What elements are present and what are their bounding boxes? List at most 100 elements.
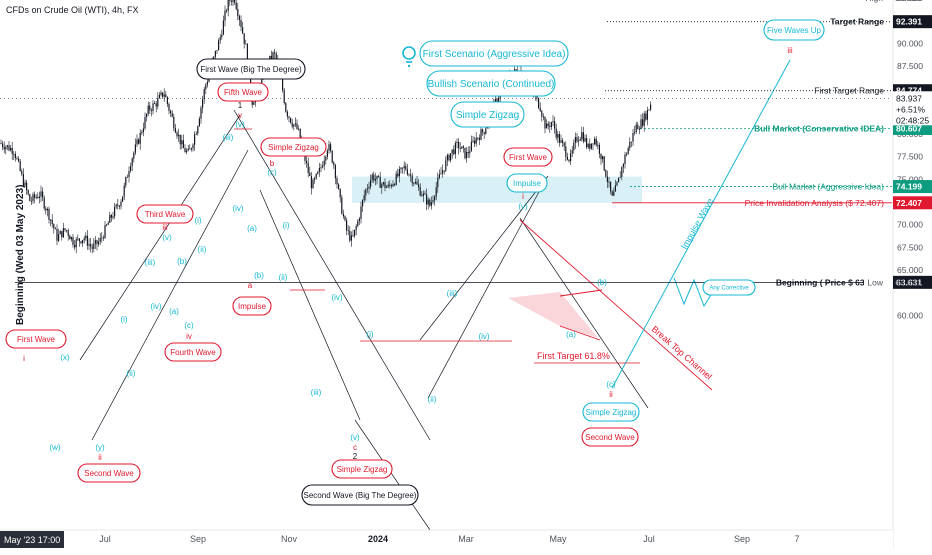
candle-body: [642, 119, 644, 126]
candle-body: [42, 191, 44, 198]
candle-body: [389, 184, 391, 186]
annotation-box-fourth-wave: [164, 342, 222, 362]
candle-body: [94, 240, 96, 244]
wave-label: i: [23, 354, 25, 363]
price-tag-value: 74.199: [896, 182, 922, 192]
wave-label: (iii): [223, 133, 234, 142]
candle-body: [595, 138, 597, 146]
candle-body: [568, 159, 570, 162]
candle-body: [456, 141, 458, 144]
candle-body: [544, 117, 546, 129]
wave-label: ii: [609, 390, 613, 399]
candle-body: [179, 134, 181, 145]
candle-body: [536, 96, 538, 99]
candle-body: [221, 34, 223, 38]
wave-label: (a): [247, 224, 257, 233]
candle-body: [176, 132, 178, 137]
candle-body: [405, 165, 407, 170]
candle-body: [419, 187, 421, 196]
candle-body: [586, 138, 588, 148]
candle-body: [3, 146, 5, 150]
candle-body: [99, 237, 101, 242]
candle-body: [32, 194, 34, 201]
candle-body: [203, 89, 205, 100]
annotation-box-fifth-wave: [217, 82, 269, 102]
candle-body: [294, 123, 296, 125]
candle-body: [232, 0, 234, 2]
candle-body: [310, 175, 312, 189]
candle-body: [429, 199, 431, 206]
candle-body: [646, 110, 648, 120]
candle-body: [394, 184, 396, 186]
time-start-bg: [0, 531, 64, 548]
candle-body: [634, 131, 636, 134]
candle-body: [219, 37, 221, 41]
candle-body: [435, 187, 437, 197]
wave-label: (ii): [198, 245, 207, 254]
candle-body: [184, 148, 186, 153]
wave-label: (c): [606, 380, 616, 389]
candle-body: [162, 92, 164, 97]
candle-body: [40, 191, 42, 197]
candle-body: [579, 138, 581, 141]
wave-label: iii: [162, 223, 168, 232]
candle-body: [565, 146, 567, 157]
candle-body: [390, 184, 392, 187]
candle-body: [270, 55, 272, 60]
annotation-box-second-wave-right: [581, 427, 639, 447]
wave-label: (a): [566, 330, 576, 339]
candle-body: [392, 184, 394, 187]
candle-body: [411, 175, 413, 184]
candle-body: [26, 182, 28, 191]
annotation-box-first-scenario: [419, 40, 569, 67]
candle-body: [21, 170, 23, 175]
wave-label: (b): [254, 271, 264, 280]
price-tag-value: 63.631: [896, 277, 922, 287]
candle-body: [216, 50, 218, 52]
candle-body: [582, 132, 584, 142]
candle-body: [555, 128, 557, 138]
wave-label: c: [353, 443, 357, 452]
candle-body: [451, 149, 453, 154]
candle-body: [146, 114, 148, 118]
wave-label: (w): [49, 443, 60, 452]
wave-label: i: [522, 192, 524, 201]
candle-body: [166, 97, 168, 104]
candle-body: [237, 8, 239, 17]
candle-body: [72, 237, 74, 245]
candle-body: [187, 148, 189, 151]
current-price-bg: [893, 91, 932, 126]
price-tick: 75.000: [897, 174, 923, 184]
candle-body: [638, 128, 640, 130]
candle-body: [0, 143, 2, 144]
candle-body: [378, 175, 380, 177]
candle-body: [136, 139, 138, 145]
candle-body: [373, 174, 375, 181]
candle-body: [246, 44, 248, 66]
candle-body: [482, 129, 484, 133]
candle-body: [562, 140, 564, 143]
big-second-wave-line: [354, 419, 431, 531]
candle-body: [229, 0, 231, 1]
candle-body: [243, 33, 245, 44]
candle-body: [400, 167, 402, 170]
candle-body: [494, 99, 496, 102]
candle-body: [611, 191, 613, 196]
candle-body: [589, 143, 591, 149]
candle-body: [141, 132, 143, 134]
candle-body: [69, 235, 71, 240]
candle-body: [422, 193, 424, 196]
annotation-box-label: Second Wave (Big The Degree): [304, 491, 417, 500]
candle-body: [190, 148, 192, 150]
candle-body: [413, 183, 415, 184]
candle-body: [131, 158, 133, 167]
candle-body: [245, 43, 247, 45]
candle-body: [448, 154, 450, 161]
candle-body: [206, 81, 208, 85]
candle-body: [317, 171, 319, 174]
candle-body: [606, 176, 608, 182]
level-label: Bull Market (Conservative IDEA): [754, 123, 884, 133]
candle-body: [627, 148, 629, 155]
